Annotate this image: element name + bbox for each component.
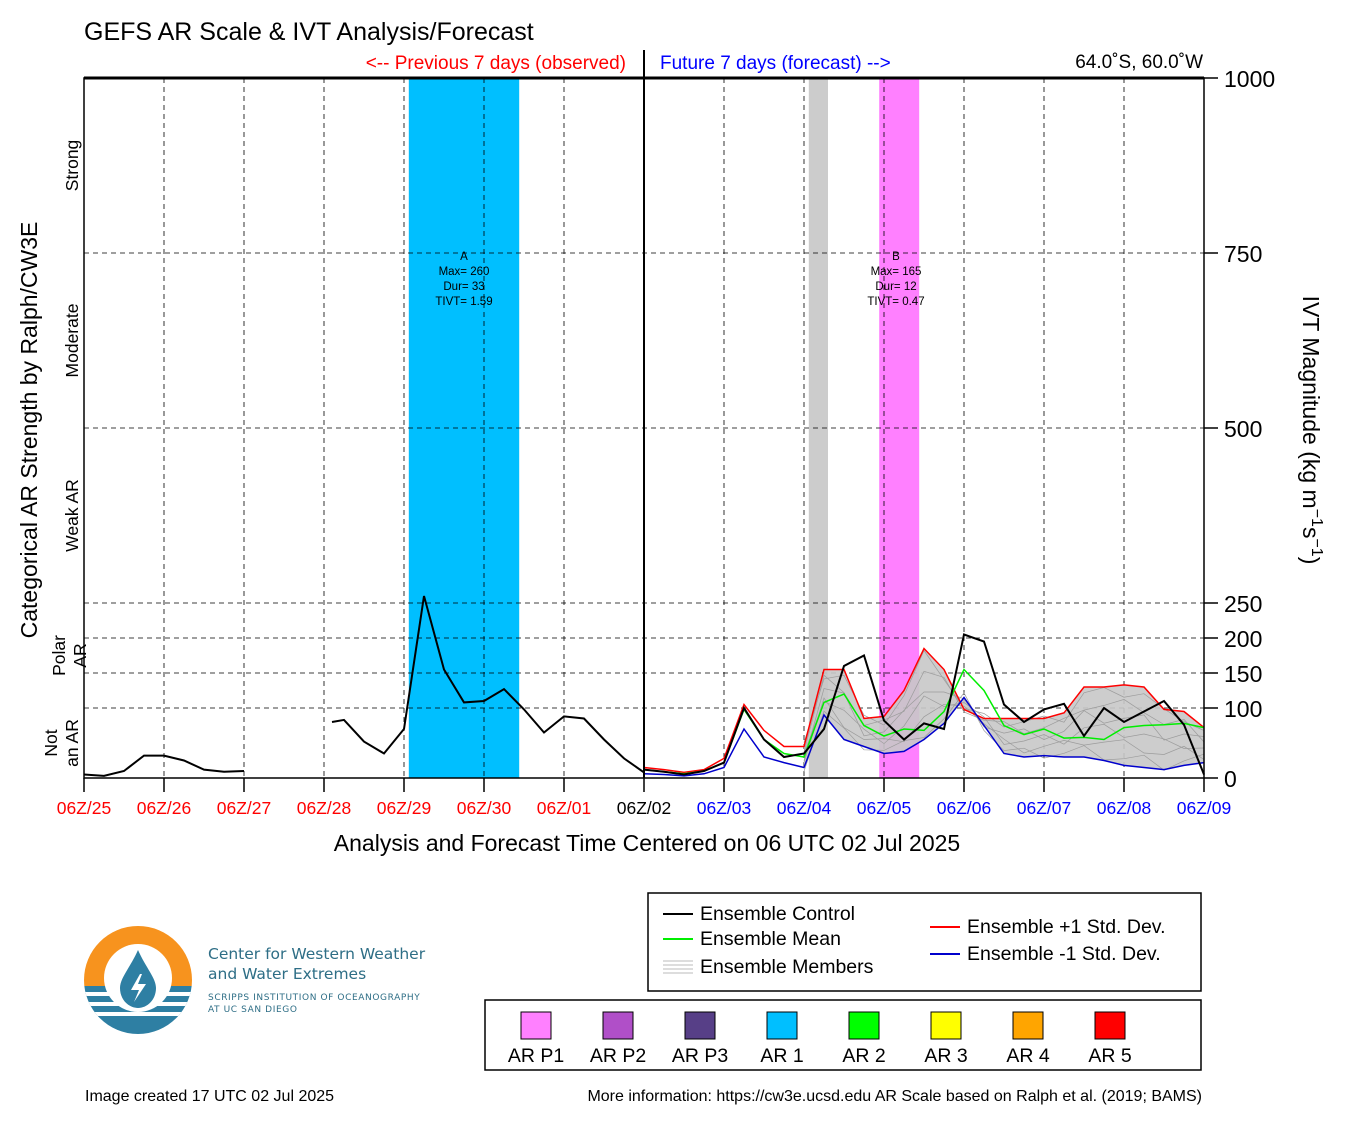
ar-event-label: TIVT= 0.47 xyxy=(867,296,924,308)
ensemble-members-band xyxy=(804,648,1204,770)
chart-title: GEFS AR Scale & IVT Analysis/Forecast xyxy=(84,18,534,46)
category-swatch xyxy=(1094,1011,1126,1040)
unit-text: IVT Magnitude (kg m xyxy=(1298,296,1324,509)
ar-event-label: TIVT= 1.59 xyxy=(435,296,492,308)
y-tick-label: 500 xyxy=(1224,416,1262,442)
legend-label: Ensemble -1 Std. Dev. xyxy=(967,943,1161,965)
category-legend-label: AR 1 xyxy=(760,1045,803,1067)
x-tick-label: 06Z/03 xyxy=(697,798,751,818)
logo-title-line1: Center for Western Weather xyxy=(208,945,426,963)
logo-title-line2: and Water Extremes xyxy=(208,965,367,983)
category-legend-label: AR P1 xyxy=(508,1045,564,1067)
observed-ivt-line xyxy=(83,754,245,777)
category-swatch xyxy=(684,1011,716,1040)
more-info-note: More information: https://cw3e.ucsd.edu … xyxy=(587,1088,1202,1105)
x-tick-label: 06Z/09 xyxy=(1177,798,1231,818)
category-swatch xyxy=(930,1011,962,1040)
location-label: 64.0˚S, 60.0˚W xyxy=(1075,52,1203,73)
y-axis-label-right: IVT Magnitude (kg m−1s−1) xyxy=(1298,296,1325,565)
category-swatch xyxy=(848,1011,880,1040)
ar-event-label: B xyxy=(892,251,900,263)
ensemble-member-line xyxy=(803,692,1205,772)
y-tick-label: 200 xyxy=(1224,626,1262,652)
category-label: AR xyxy=(70,643,90,667)
y-tick-label: 100 xyxy=(1224,696,1262,722)
x-tick-label: 06Z/29 xyxy=(377,798,431,818)
category-label: Not xyxy=(41,729,61,756)
x-tick-label: 06Z/28 xyxy=(297,798,351,818)
future-7-days-label: Future 7 days (forecast) --> xyxy=(660,53,891,74)
x-tick-label: 06Z/25 xyxy=(57,798,111,818)
logo-subtitle-line1: SCRIPPS INSTITUTION OF OCEANOGRAPHY xyxy=(208,993,421,1003)
ensemble-member-line xyxy=(803,697,1205,763)
x-tick-label: 06Z/02 xyxy=(617,798,671,818)
ensemble-1-std-dev--line xyxy=(643,647,1205,774)
category-legend-label: AR 5 xyxy=(1088,1045,1132,1067)
cw3e-logo-icon xyxy=(84,926,192,1034)
category-legend-label: AR P3 xyxy=(672,1045,728,1067)
y-axis-label-left: Categorical AR Strength by Ralph/CW3E xyxy=(16,222,42,639)
ensemble-member-line xyxy=(803,695,1205,754)
x-tick-label: 06Z/07 xyxy=(1017,798,1071,818)
category-swatch xyxy=(602,1011,634,1040)
legend-label: Ensemble Members xyxy=(700,956,874,978)
x-tick-label: 06Z/08 xyxy=(1097,798,1151,818)
x-tick-label: 06Z/30 xyxy=(457,798,512,818)
observed-ivt-line xyxy=(331,595,645,774)
x-tick-label: 06Z/26 xyxy=(137,798,191,818)
category-label: an AR xyxy=(62,719,82,767)
unit-text: ) xyxy=(1298,557,1324,565)
y-tick-label: 150 xyxy=(1224,661,1262,687)
unit-exponent: −1 xyxy=(1308,509,1325,527)
logo-subtitle-line2: AT UC SAN DIEGO xyxy=(208,1005,298,1015)
y-tick-label: 750 xyxy=(1224,241,1262,267)
category-label: Moderate xyxy=(62,304,82,378)
x-tick-label: 06Z/27 xyxy=(217,798,271,818)
ar-event-label: Dur= 12 xyxy=(875,281,916,293)
x-axis-label: Analysis and Forecast Time Centered on 0… xyxy=(334,830,960,856)
category-label: Strong xyxy=(62,140,82,192)
category-legend-label: AR 4 xyxy=(1006,1045,1050,1067)
line-legend-box xyxy=(647,892,1202,992)
category-legend-label: AR 2 xyxy=(842,1045,885,1067)
ar-event-label: Dur= 33 xyxy=(443,281,484,293)
category-label: Polar xyxy=(49,635,69,676)
ensemble-control-line xyxy=(643,633,1205,776)
legend-label: Ensemble Mean xyxy=(700,928,841,950)
category-swatch xyxy=(766,1011,798,1040)
category-swatch xyxy=(520,1011,552,1040)
category-label: Weak AR xyxy=(62,479,82,552)
ar-event-label: A xyxy=(460,251,468,263)
x-tick-label: 06Z/05 xyxy=(857,798,911,818)
legend-label: Ensemble Control xyxy=(700,903,855,925)
unit-exponent: −1 xyxy=(1308,538,1325,556)
y-tick-label: 1000 xyxy=(1224,66,1275,92)
image-created-note: Image created 17 UTC 02 Jul 2025 xyxy=(85,1088,335,1105)
ar-event-label: Max= 165 xyxy=(871,266,922,278)
legend-label: Ensemble +1 Std. Dev. xyxy=(967,916,1166,938)
y-tick-label: 0 xyxy=(1224,766,1237,792)
cw3e-logo: Center for Western Weather and Water Ext… xyxy=(84,926,484,1038)
ensemble-1-std-dev--line xyxy=(643,696,1205,777)
x-tick-label: 06Z/01 xyxy=(537,798,591,818)
category-legend-label: AR 3 xyxy=(924,1045,967,1067)
category-swatch xyxy=(1012,1011,1044,1040)
y-tick-label: 250 xyxy=(1224,591,1262,617)
unit-text: s xyxy=(1298,527,1324,539)
ar-event-label: Max= 260 xyxy=(439,266,490,278)
previous-7-days-label: <-- Previous 7 days (observed) xyxy=(366,53,626,74)
ensemble-member-line xyxy=(803,670,1205,752)
category-legend-label: AR P2 xyxy=(590,1045,646,1067)
x-tick-label: 06Z/04 xyxy=(777,798,832,818)
x-tick-label: 06Z/06 xyxy=(937,798,991,818)
